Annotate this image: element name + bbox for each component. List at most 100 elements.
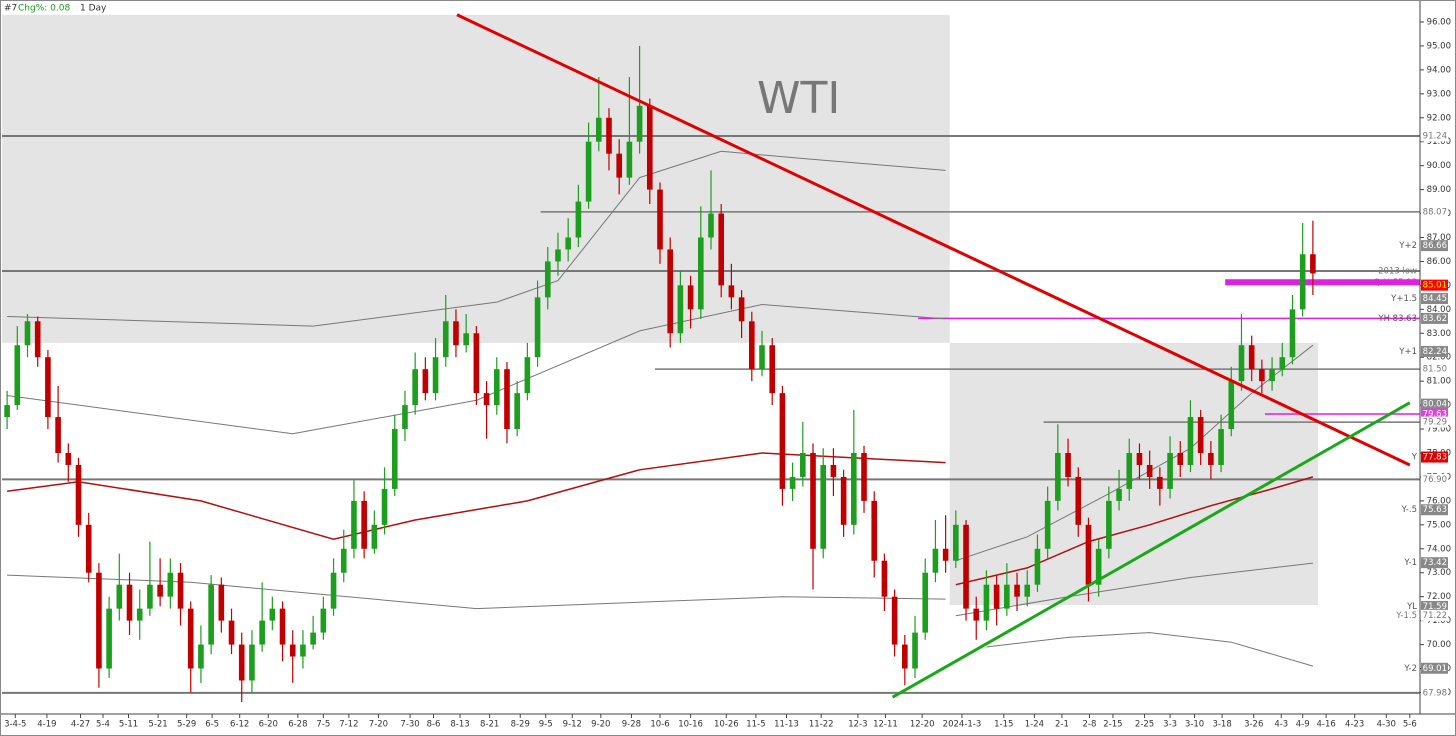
candle-body	[24, 321, 31, 346]
candle-body	[402, 405, 408, 430]
x-tick-label: 5-21	[148, 720, 167, 730]
candle-body	[198, 644, 204, 669]
candle-body	[667, 249, 673, 334]
shaded-zone	[2, 14, 950, 343]
tag-label: 69.01	[1423, 664, 1447, 674]
candle-body	[657, 189, 663, 250]
tag-name: YH 83.63	[1377, 314, 1417, 324]
candle-body	[932, 548, 939, 573]
y-tick-label: 90.00	[1427, 161, 1451, 171]
tag-label: 73.42	[1423, 558, 1447, 568]
candle-body	[1085, 524, 1092, 585]
candle-body	[881, 560, 888, 597]
candle-body	[738, 297, 745, 322]
candle-body	[871, 500, 878, 561]
candle-body	[1055, 452, 1061, 501]
x-tick-label: 3-26	[1244, 720, 1263, 730]
candle-body	[983, 584, 990, 621]
x-tick-label: 4-16	[1316, 720, 1335, 730]
candle-body	[626, 141, 633, 178]
candle-body	[330, 572, 337, 609]
x-tick-label: 9-5	[539, 720, 553, 730]
y-tick-label: 83.00	[1427, 329, 1451, 339]
y-tick-label: 75.00	[1427, 520, 1451, 530]
candle-body	[126, 584, 133, 621]
candle-body	[636, 105, 643, 142]
y-tick-label: 86.00	[1427, 257, 1451, 267]
candle-body	[1044, 500, 1051, 549]
candle-body	[208, 584, 214, 645]
candle-body	[1157, 476, 1163, 489]
y-tick-label: 76.00	[1427, 496, 1451, 506]
trendline	[456, 13, 1411, 467]
candle-body	[116, 584, 123, 609]
candle-body	[830, 464, 837, 477]
candle-body	[616, 153, 622, 178]
candle-body	[677, 285, 684, 334]
candle-body	[442, 321, 449, 358]
candle-body	[534, 297, 541, 358]
x-tick-label: 4-27	[71, 720, 90, 730]
candle-body	[238, 644, 245, 681]
candle-body	[473, 333, 480, 394]
candle-body	[14, 345, 21, 406]
x-tick-label: 11-22	[809, 720, 834, 730]
x-tick-label: 1-15	[994, 720, 1013, 730]
x-tick-label: 11-13	[774, 720, 799, 730]
axis-tags: 91.24 88.07 86.66 Y+2 2013 low 85.01 Q-H 85.13…	[1374, 130, 1448, 699]
tag-name: Y-1	[1403, 558, 1417, 568]
candle-body	[749, 321, 755, 370]
candle-body	[45, 357, 51, 418]
tag-label: 79.29	[1423, 418, 1447, 428]
candle-body	[942, 548, 949, 561]
tag-box	[1421, 600, 1448, 612]
candle-body	[1248, 345, 1255, 370]
candle-body	[759, 345, 765, 370]
y-tick-label: 73.00	[1427, 568, 1451, 578]
candle-body	[820, 464, 827, 549]
tag-label: 67.98	[1423, 688, 1447, 698]
candle-body	[1177, 452, 1184, 465]
tag-name: Q-H 85.13	[1374, 278, 1417, 288]
candle-body	[861, 452, 867, 501]
tag-name: 2013 low	[1378, 267, 1417, 277]
candle-body	[432, 357, 439, 394]
candle-body	[1106, 500, 1112, 549]
tag-label: 76.90	[1423, 475, 1447, 485]
y-tick-label: 92.00	[1427, 113, 1451, 123]
candle-body	[1095, 548, 1102, 585]
candle-body	[1197, 417, 1204, 453]
candle-body	[310, 632, 316, 645]
x-tick-label: 8-13	[450, 720, 469, 730]
candle-body	[800, 452, 806, 477]
candle-body	[1167, 452, 1173, 489]
tag-label: 83.62	[1423, 314, 1447, 324]
tag-name: Y-2	[1403, 664, 1417, 674]
candle-body	[259, 620, 265, 645]
header-change: Chg%: 0.08	[18, 4, 70, 14]
tag-name: Y-.5	[1401, 505, 1417, 515]
candle-body	[34, 321, 41, 358]
candle-body	[106, 608, 112, 669]
tag-label: 81.50	[1423, 365, 1447, 375]
candle-body	[1310, 254, 1316, 274]
candle-body	[973, 608, 980, 621]
x-tick-label: 9-20	[591, 720, 610, 730]
candle-body	[351, 500, 357, 549]
tag-label: 82.24	[1423, 347, 1447, 357]
candle-body	[279, 608, 286, 645]
candle-body	[381, 488, 388, 525]
x-tick-label: 4-9	[1296, 720, 1310, 730]
x-tick-label: 2-8	[1083, 720, 1097, 730]
candle-body	[718, 213, 725, 286]
tag-box	[1421, 687, 1448, 699]
x-tick-label: 7-12	[339, 720, 358, 730]
x-tick-label: 8-29	[511, 720, 530, 730]
y-tick-label: 87.00	[1427, 233, 1451, 243]
candle-body	[391, 429, 398, 489]
candle-body	[1269, 369, 1275, 382]
candle-body	[320, 608, 327, 633]
tag-box	[1421, 130, 1448, 142]
x-tick-label: 6-5	[205, 720, 219, 730]
